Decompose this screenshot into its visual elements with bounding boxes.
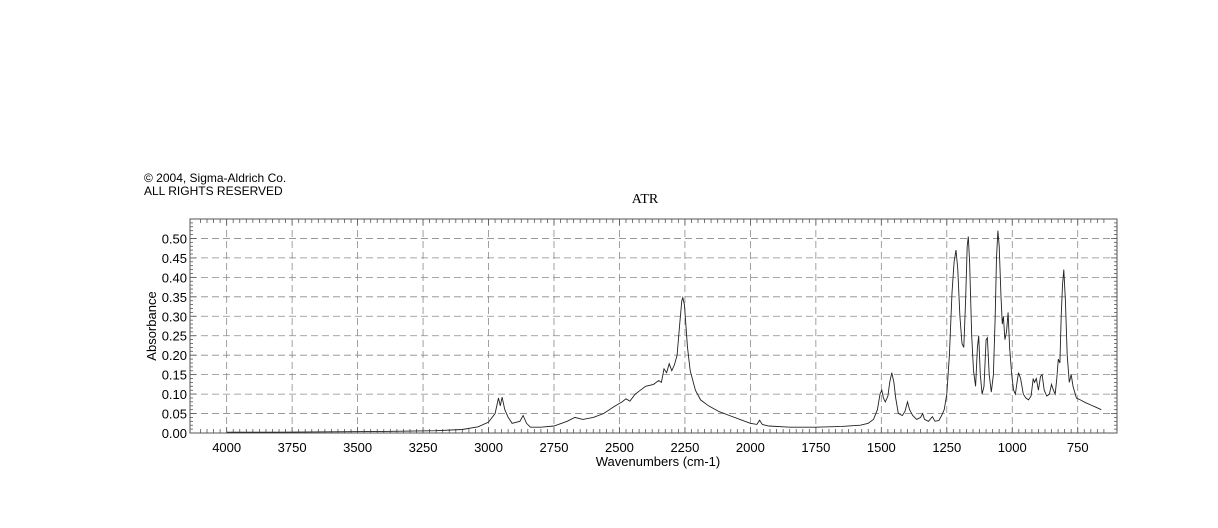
y-tick-label: 0.25	[162, 329, 187, 344]
x-tick-label: 2500	[605, 440, 634, 455]
y-tick-label: 0.50	[162, 231, 187, 246]
minor-ticks	[190, 219, 1117, 434]
x-tick-label: 2250	[670, 440, 699, 455]
x-tick-label: 4000	[212, 440, 241, 455]
x-tick-label: 1000	[998, 440, 1027, 455]
y-tick-label: 0.00	[162, 426, 187, 441]
y-tick-label: 0.10	[162, 387, 187, 402]
x-tick-label: 3750	[278, 440, 307, 455]
x-tick-label: 3000	[474, 440, 503, 455]
x-tick-label: 3250	[409, 440, 438, 455]
x-tick-label: 750	[1067, 440, 1089, 455]
plot-frame	[189, 218, 1118, 434]
y-tick-label: 0.20	[162, 348, 187, 363]
x-tick-label: 1250	[932, 440, 961, 455]
x-tick-label: 2000	[736, 440, 765, 455]
x-tick-label: 2750	[540, 440, 569, 455]
x-tick-label: 3500	[343, 440, 372, 455]
copyright-line-1: © 2004, Sigma-Aldrich Co.	[144, 171, 286, 185]
y-tick-label: 0.15	[162, 368, 187, 383]
copyright-line-2: ALL RIGHTS RESERVED	[144, 184, 283, 198]
chart-title: ATR	[632, 192, 659, 207]
grid-lines	[190, 219, 1117, 433]
x-axis-label: Wavenumbers (cm-1)	[596, 454, 720, 469]
x-tick-labels: 4000 3750 3500 3250 3000 2750 2500 2250 2000 1750…	[212, 440, 1088, 455]
y-tick-labels: 0.00 0.05 0.10 0.15 0.20 0.25 0.30 0.35 0.40 0.45…	[162, 231, 187, 441]
y-tick-label: 0.35	[162, 290, 187, 305]
x-tick-label: 1750	[801, 440, 830, 455]
y-tick-label: 0.45	[162, 251, 187, 266]
y-tick-label: 0.05	[162, 407, 187, 422]
x-tick-label: 1500	[867, 440, 896, 455]
y-axis-label: Absorbance	[144, 291, 159, 360]
series-spectrum-line	[226, 230, 1102, 433]
y-tick-label: 0.30	[162, 309, 187, 324]
y-tick-label: 0.40	[162, 270, 187, 285]
